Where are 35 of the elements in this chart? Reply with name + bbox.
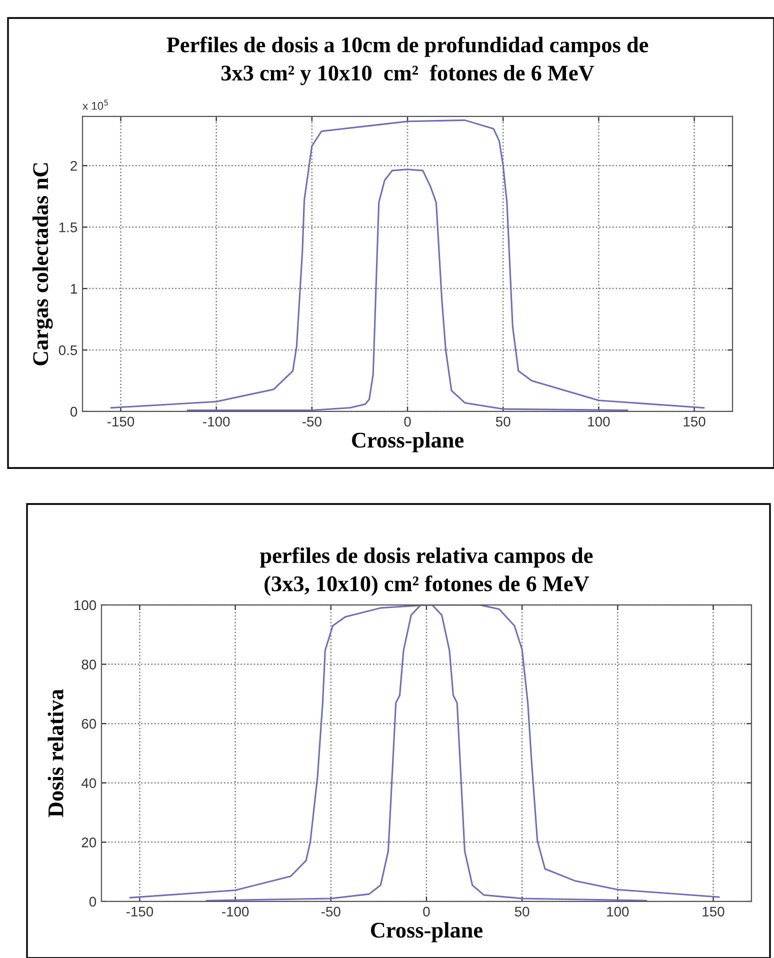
x-tick-label: -50: [302, 416, 322, 427]
y-tick-label: 0.5: [58, 345, 78, 356]
y-tick-label: 20: [82, 838, 96, 848]
y-tick-label: 0: [89, 896, 96, 907]
y-tick-label: 100: [74, 600, 96, 610]
line-series: [186, 168, 628, 411]
x-axis-title: Cross-plane: [352, 432, 464, 452]
y-tick-label: 80: [82, 660, 96, 670]
chart-title: perfiles de dosis relativa campos de (3x3, 10x10) cm² fotones de 6 MeV: [260, 547, 593, 596]
x-tick-label: -100: [203, 416, 230, 427]
x-tick-label: -50: [321, 906, 340, 917]
x-tick-label: 100: [607, 906, 629, 917]
y-tick-label: 0: [70, 406, 78, 417]
x-tick-label: -150: [126, 906, 154, 917]
line-series: [110, 119, 705, 409]
x-tick-label: -100: [222, 906, 249, 917]
text: x 10$^{5}$: [82, 100, 108, 110]
x-tick-label: 150: [702, 906, 724, 917]
y-axis-title: Cargas colectadas nC: [32, 163, 53, 366]
y-tick-label: 1.5: [59, 222, 78, 232]
x-tick-label: 50: [496, 416, 510, 427]
line-series: [129, 604, 720, 898]
y-tick-label: 40: [81, 778, 96, 788]
y-tick-label: 1: [70, 284, 77, 294]
x-tick-label: 150: [684, 416, 706, 427]
x-tick-label: 0: [423, 906, 430, 917]
y-axis-title: Dosis relativa: [48, 689, 64, 818]
chart-title: Perfiles de dosis a 10cm de profundidad campos de 3x3 cm² y 10x10 cm² fotones de 6 MeV: [166, 36, 648, 86]
x-tick-label: 100: [588, 416, 610, 427]
x-axis-title: Cross-plane: [370, 922, 482, 942]
y-tick-label: 60: [82, 718, 96, 729]
x-tick-label: -150: [107, 416, 134, 427]
y-tick-label: 2: [70, 160, 77, 171]
x-tick-label: 50: [514, 906, 530, 917]
x-tick-label: 0: [404, 416, 411, 427]
